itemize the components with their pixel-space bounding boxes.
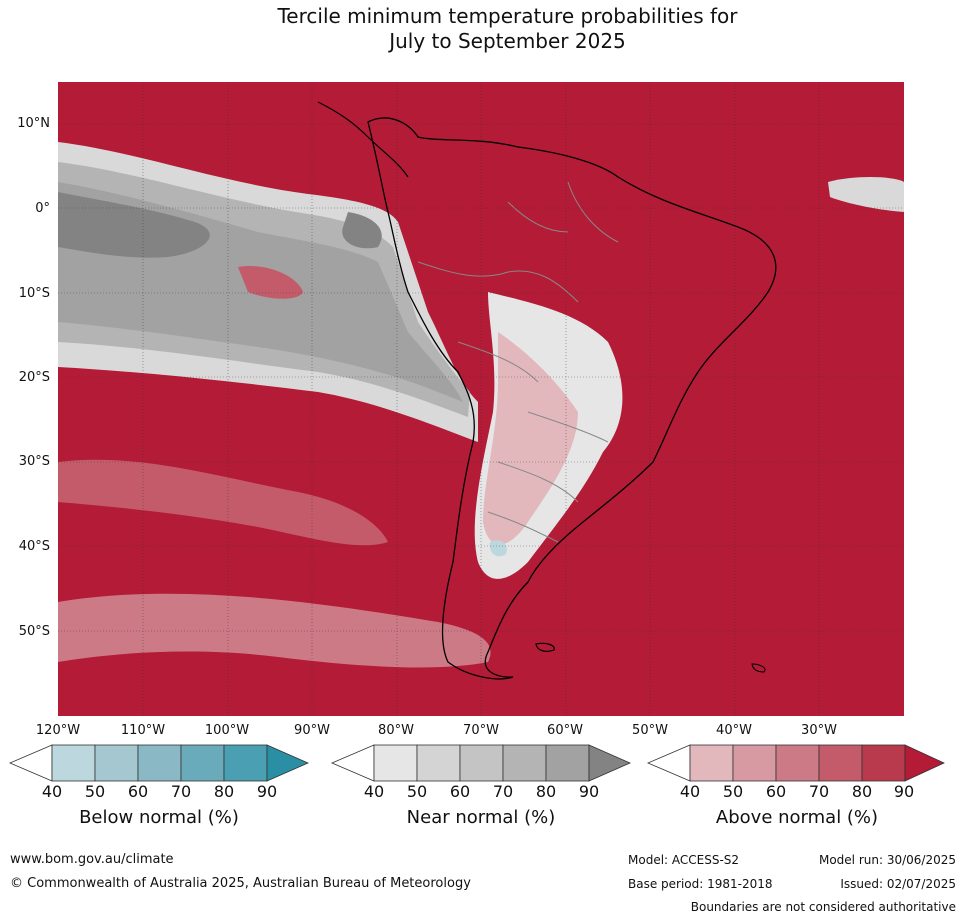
title-line-2: July to September 2025 — [389, 29, 626, 53]
lon-label-30w: 30°W — [801, 723, 837, 738]
colorbar-above-tick-90: 90 — [893, 782, 915, 801]
lon-label-110w: 110°W — [120, 723, 166, 738]
lat-label-50s: 50°S — [18, 624, 50, 639]
colorbar-near-extension-low — [330, 744, 375, 782]
lon-label-80w: 80°W — [378, 723, 414, 738]
lon-label-70w: 70°W — [463, 723, 499, 738]
map-canvas — [58, 82, 904, 716]
base-period: Base period: 1981-2018 — [628, 877, 773, 891]
colorbar-below-extension-high — [266, 744, 309, 782]
colorbar-above-extension-high — [904, 744, 945, 782]
colorbar-above-extension-low — [646, 744, 691, 782]
issued-date: Issued: 02/07/2025 — [840, 877, 956, 891]
title-line-1: Tercile minimum temperature probabilitie… — [277, 4, 738, 28]
colorbar-above-segment-60 — [775, 744, 820, 782]
lat-label-30s: 30°S — [18, 454, 50, 469]
colorbar-near-segment-80 — [545, 744, 590, 782]
copyright-text: © Commonwealth of Australia 2025, Austra… — [10, 876, 471, 891]
below-normal-spot — [489, 540, 507, 557]
colorbar-below-tick-90: 90 — [256, 782, 278, 801]
colorbar-below-tick-50: 50 — [84, 782, 106, 801]
lat-label-0: 0° — [35, 201, 50, 216]
colorbar-below-segment-70 — [180, 744, 225, 782]
lon-label-40w: 40°W — [716, 723, 752, 738]
colorbar-near-normal — [330, 744, 631, 782]
graticule — [58, 82, 904, 716]
colorbar-near-extension-high — [588, 744, 631, 782]
south-america-coastline — [367, 117, 777, 680]
near-normal-band-darkest — [58, 192, 382, 258]
near-normal-patch-atlantic — [828, 177, 904, 212]
colorbar-above-segment-50 — [732, 744, 777, 782]
colorbar-above-tick-40: 40 — [679, 782, 701, 801]
colorbar-near-segment-40 — [373, 744, 418, 782]
colorbar-near-tick-50: 50 — [406, 782, 428, 801]
above-normal-patch-pacific — [238, 266, 303, 299]
lat-label-20s: 20°S — [18, 370, 50, 385]
lon-label-50w: 50°W — [632, 723, 668, 738]
colorbar-above-tick-70: 70 — [808, 782, 830, 801]
model-name: Model: ACCESS-S2 — [628, 853, 740, 867]
colorbar-above-segment-40 — [689, 744, 734, 782]
above-normal-interior — [483, 332, 578, 545]
colorbar-below-normal — [8, 744, 309, 782]
colorbar-above-tick-60: 60 — [765, 782, 787, 801]
lat-label-10s: 10°S — [18, 286, 50, 301]
colorbar-near-segment-50 — [416, 744, 461, 782]
colorbar-near-tick-70: 70 — [492, 782, 514, 801]
colorbar-below-extension-low — [8, 744, 53, 782]
falkland-islands — [535, 642, 555, 652]
website-link[interactable]: www.bom.gov.au/climate — [10, 852, 174, 867]
colorbar-below-tick-60: 60 — [127, 782, 149, 801]
lat-label-40s: 40°S — [18, 539, 50, 554]
lon-label-100w: 100°W — [204, 723, 250, 738]
colorbar-below-title: Below normal (%) — [79, 807, 239, 828]
colorbar-above-tick-80: 80 — [851, 782, 873, 801]
colorbar-below-segment-80 — [223, 744, 268, 782]
above-normal-band-south — [58, 593, 491, 668]
colorbar-above-segment-80 — [861, 744, 906, 782]
boundaries-disclaimer: Boundaries are not considered authoritat… — [690, 900, 956, 914]
colorbar-near-tick-90: 90 — [578, 782, 600, 801]
colorbar-near-tick-40: 40 — [363, 782, 385, 801]
colorbar-below-tick-80: 80 — [213, 782, 235, 801]
colorbar-near-segment-60 — [459, 744, 504, 782]
colorbar-above-normal — [646, 744, 945, 782]
above-normal-band-west — [58, 459, 388, 546]
south-georgia — [751, 663, 766, 673]
lat-label-10n: 10°N — [17, 116, 50, 131]
model-run-date: Model run: 30/06/2025 — [818, 853, 956, 867]
lon-label-60w: 60°W — [547, 723, 583, 738]
colorbar-below-tick-70: 70 — [170, 782, 192, 801]
colorbar-below-segment-60 — [137, 744, 182, 782]
colorbar-below-tick-40: 40 — [41, 782, 63, 801]
colorbar-near-title: Near normal (%) — [406, 807, 556, 828]
colorbar-above-tick-50: 50 — [722, 782, 744, 801]
lon-label-90w: 90°W — [294, 723, 330, 738]
country-borders — [417, 181, 619, 543]
colorbar-above-segment-70 — [818, 744, 863, 782]
colorbar-near-tick-60: 60 — [449, 782, 471, 801]
colorbar-near-segment-70 — [502, 744, 547, 782]
colorbar-below-segment-50 — [94, 744, 139, 782]
map-title: Tercile minimum temperature probabilitie… — [0, 4, 965, 54]
lon-label-120w: 120°W — [35, 723, 81, 738]
colorbar-above-title: Above normal (%) — [715, 807, 879, 828]
probability-map — [58, 82, 904, 716]
colorbar-below-segment-40 — [51, 744, 96, 782]
central-america-coastline — [317, 101, 409, 178]
colorbar-near-tick-80: 80 — [535, 782, 557, 801]
